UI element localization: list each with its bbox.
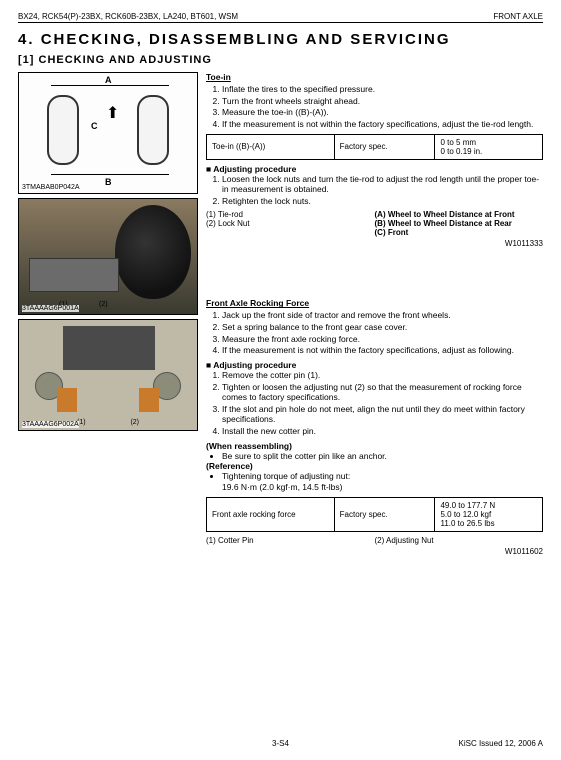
spec-label: Toe-in ((B)-(A)) — [207, 134, 335, 159]
spec-table: Front axle rocking force Factory spec. 4… — [206, 497, 543, 532]
header-models: BX24, RCK54(P)-23BX, RCK60B-23BX, LA240,… — [18, 12, 238, 21]
block-rocking-force: Front Axle Rocking Force Jack up the fro… — [206, 298, 543, 555]
reassembling-title: (When reassembling) — [206, 441, 543, 451]
section-title: 4. CHECKING, DISASSEMBLING AND SERVICING — [18, 31, 543, 48]
w-code: W1011602 — [206, 547, 543, 556]
figure-code: 3TMABAB0P042A — [22, 184, 80, 191]
adjust-steps: Loosen the lock nuts and turn the tie-ro… — [206, 174, 543, 207]
content: A ⬆ C B 3TMABAB0P042A (1) (2) 3TAAAAG6P0… — [18, 72, 543, 566]
reference-title: (Reference) — [206, 461, 543, 471]
figure-column: A ⬆ C B 3TMABAB0P042A (1) (2) 3TAAAAG6P0… — [18, 72, 198, 566]
step: If the slot and pin hole do not meet, al… — [222, 404, 543, 425]
text-column: Toe-in Inflate the tires to the specifie… — [206, 72, 543, 566]
spec-kind: Factory spec. — [334, 134, 435, 159]
spec-value: 49.0 to 177.7 N 5.0 to 12.0 kgf 11.0 to … — [435, 497, 543, 531]
figure-code: 3TAAAAG6P001A — [22, 305, 79, 312]
block-title: Front Axle Rocking Force — [206, 298, 543, 308]
page-header: BX24, RCK54(P)-23BX, RCK60B-23BX, LA240,… — [18, 12, 543, 23]
figure-code: 3TAAAAG6P002A — [22, 421, 79, 428]
jack-stand-icon — [57, 388, 77, 412]
arrow-up-icon: ⬆ — [106, 103, 119, 123]
jack-stand-icon — [139, 388, 159, 412]
step-list: Inflate the tires to the specified press… — [206, 84, 543, 130]
figure-axle-rocking-photo: (1) (2) 3TAAAAG6P002A — [18, 319, 198, 431]
step: Measure the toe-in ((B)-(A)). — [222, 107, 543, 118]
tire-icon — [115, 205, 191, 299]
spec-table: Toe-in ((B)-(A)) Factory spec. 0 to 5 mm… — [206, 134, 543, 160]
adjust-steps: Remove the cotter pin (1). Tighten or lo… — [206, 370, 543, 437]
step: Turn the front wheels straight ahead. — [222, 96, 543, 107]
step: Install the new cotter pin. — [222, 426, 543, 437]
step: Set a spring balance to the front gear c… — [222, 322, 543, 333]
figure-toe-in-diagram: A ⬆ C B 3TMABAB0P042A — [18, 72, 198, 194]
adjusting-title: Adjusting procedure — [206, 360, 543, 370]
header-section: FRONT AXLE — [493, 12, 543, 21]
legend: (1) Tie-rod (2) Lock Nut (A) Wheel to Wh… — [206, 210, 543, 237]
block-toe-in: Toe-in Inflate the tires to the specifie… — [206, 72, 543, 248]
w-code: W1011333 — [206, 239, 543, 248]
step: Loosen the lock nuts and turn the tie-ro… — [222, 174, 543, 195]
reassembling-note: Be sure to split the cotter pin like an … — [222, 451, 543, 462]
step: If the measurement is not within the fac… — [222, 119, 543, 130]
step: If the measurement is not within the fac… — [222, 345, 543, 356]
step: Measure the front axle rocking force. — [222, 334, 543, 345]
subsection-title: [1] CHECKING AND ADJUSTING — [18, 54, 543, 66]
adjusting-title: Adjusting procedure — [206, 164, 543, 174]
wheel-left-icon — [47, 95, 79, 165]
reference-note: Tightening torque of adjusting nut: 19.6… — [222, 471, 543, 492]
block-title: Toe-in — [206, 72, 543, 82]
spec-kind: Factory spec. — [334, 497, 435, 531]
step: Tighten or loosen the adjusting nut (2) … — [222, 382, 543, 403]
step: Remove the cotter pin (1). — [222, 370, 543, 381]
figure-tie-rod-photo: (1) (2) 3TAAAAG6P001A — [18, 198, 198, 315]
spec-label: Front axle rocking force — [207, 497, 335, 531]
step-list: Jack up the front side of tractor and re… — [206, 310, 543, 356]
step: Retighten the lock nuts. — [222, 196, 543, 207]
step: Jack up the front side of tractor and re… — [222, 310, 543, 321]
legend: (1) Cotter Pin (2) Adjusting Nut — [206, 536, 543, 545]
step: Inflate the tires to the specified press… — [222, 84, 543, 95]
issued-note: KiSC Issued 12, 2006 A — [459, 739, 544, 748]
spec-value: 0 to 5 mm 0 to 0.19 in. — [435, 134, 543, 159]
wheel-right-icon — [137, 95, 169, 165]
